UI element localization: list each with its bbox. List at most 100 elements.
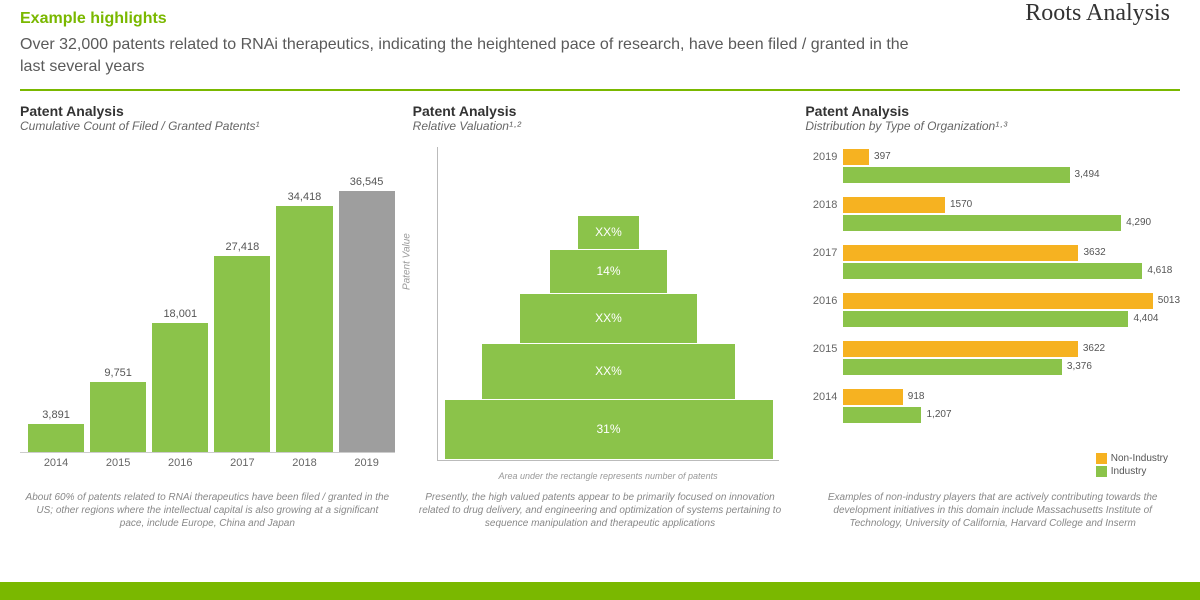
bar-value-label: 18,001 [163, 308, 197, 320]
hbar-track: 4,618 [843, 263, 1180, 279]
hbar-group: 2017 3632 4,618 [805, 245, 1180, 279]
bar-value-label: 9,751 [104, 367, 132, 379]
hbar-row: 4,290 [805, 215, 1180, 231]
panel-caption: Presently, the high valued patents appea… [413, 491, 788, 530]
hbar-value-label: 3622 [1083, 343, 1105, 354]
hbar [843, 215, 1121, 231]
bar-category-label: 2014 [28, 457, 84, 469]
hbar-row: 4,618 [805, 263, 1180, 279]
hbar-value-label: 4,404 [1133, 313, 1158, 324]
hbar-row: 2017 3632 [805, 245, 1180, 261]
hbar [843, 197, 945, 213]
hbar-track: 4,290 [843, 215, 1180, 231]
legend-swatch [1096, 453, 1107, 464]
bar [276, 206, 332, 451]
legend-label: Non-Industry [1111, 453, 1168, 464]
bar-value-label: 34,418 [288, 191, 322, 203]
hbar-track: 1570 [843, 197, 1180, 213]
hbar-category-label: 2018 [805, 199, 843, 211]
pyramid-chart-area: Patent Value XX%14%XX%XX%31% Area under … [413, 143, 788, 483]
bar-column: 27,418 [214, 241, 270, 451]
bar-chart: 3,8919,75118,00127,41834,41836,545 [20, 143, 395, 453]
hbar-track: 4,404 [843, 311, 1180, 327]
panel-relative-valuation: Patent Analysis Relative Valuation¹·² Pa… [413, 103, 788, 530]
hbar-value-label: 3632 [1083, 247, 1105, 258]
bar-chart-area: 3,8919,75118,00127,41834,41836,545 20142… [20, 143, 395, 483]
panel-title: Patent Analysis [20, 103, 395, 119]
panels-row: Patent Analysis Cumulative Count of File… [20, 103, 1180, 530]
bar-value-label: 27,418 [226, 241, 260, 253]
hbar-value-label: 4,618 [1147, 265, 1172, 276]
bar [214, 256, 270, 451]
hbar-chart: 20193973,494201815704,290201736324,61820… [805, 143, 1180, 483]
bar-category-label: 2017 [214, 457, 270, 469]
bar-category-label: 2019 [339, 457, 395, 469]
bar-column: 18,001 [152, 308, 208, 451]
section-header: Example highlights [20, 10, 1180, 28]
divider [20, 89, 1180, 91]
hbar [843, 293, 1152, 309]
hbar-track: 3,494 [843, 167, 1180, 183]
hbar-group: 2015 3622 3,376 [805, 341, 1180, 375]
hbar-category-label: 2014 [805, 391, 843, 403]
hbar-group: 2016 50134,404 [805, 293, 1180, 327]
hbar-chart-area: 20193973,494201815704,290201736324,61820… [805, 143, 1180, 483]
bar [90, 382, 146, 452]
hbar-value-label: 1570 [950, 199, 972, 210]
pyramid-step: XX% [482, 344, 735, 400]
hbar-group: 20149181,207 [805, 389, 1180, 423]
panel-distribution-orgtype: Patent Analysis Distribution by Type of … [805, 103, 1180, 530]
hbar-category-label: 2016 [805, 295, 843, 307]
hbar-row: 2019397 [805, 149, 1180, 165]
pyramid-step: 14% [550, 250, 666, 294]
hbar [843, 389, 902, 405]
bar [339, 191, 395, 452]
y-axis-label: Patent Value [401, 233, 412, 290]
bar-column: 34,418 [276, 191, 332, 451]
legend: Non-Industry Industry [1096, 451, 1168, 477]
hbar-category-label: 2017 [805, 247, 843, 259]
hbar-value-label: 4,290 [1126, 217, 1151, 228]
hbar-value-label: 3,376 [1067, 361, 1092, 372]
pyramid-step: 31% [445, 400, 773, 460]
hbar-track: 3,376 [843, 359, 1180, 375]
legend-label: Industry [1111, 466, 1147, 477]
hbar [843, 359, 1062, 375]
hbar-row: 4,404 [805, 311, 1180, 327]
panel-title: Patent Analysis [805, 103, 1180, 119]
hbar [843, 245, 1078, 261]
bar-value-label: 3,891 [42, 409, 70, 421]
hbar-value-label: 3,494 [1075, 169, 1100, 180]
hbar-row: 2015 3622 [805, 341, 1180, 357]
panel-subtitle: Cumulative Count of Filed / Granted Pate… [20, 119, 395, 133]
hbar-category-label: 2015 [805, 343, 843, 355]
panel-caption: About 60% of patents related to RNAi the… [20, 491, 395, 530]
hbar [843, 149, 869, 165]
bar-column: 9,751 [90, 367, 146, 452]
hbar-track: 5013 [843, 293, 1180, 309]
hbar [843, 167, 1069, 183]
hbar-row: 2018 1570 [805, 197, 1180, 213]
brand-logo: Roots Analysis [1025, 0, 1170, 27]
panel-cumulative-count: Patent Analysis Cumulative Count of File… [20, 103, 395, 530]
panel-subtitle: Distribution by Type of Organization¹·³ [805, 119, 1180, 133]
page-subtitle: Over 32,000 patents related to RNAi ther… [20, 34, 1180, 79]
hbar-value-label: 397 [874, 151, 891, 162]
hbar [843, 311, 1128, 327]
hbar-value-label: 5013 [1158, 295, 1180, 306]
hbar-track: 3622 [843, 341, 1180, 357]
hbar-row: 3,376 [805, 359, 1180, 375]
bar-xaxis: 201420152016201720182019 [20, 457, 395, 469]
pyramid-chart: XX%14%XX%XX%31% [437, 147, 780, 461]
panel-subtitle: Relative Valuation¹·² [413, 119, 788, 133]
hbar [843, 341, 1078, 357]
hbar-row: 1,207 [805, 407, 1180, 423]
bar-category-label: 2016 [152, 457, 208, 469]
hbar-group: 2019397 3,494 [805, 149, 1180, 183]
hbar-group: 2018 1570 4,290 [805, 197, 1180, 231]
bar [28, 424, 84, 452]
legend-item: Industry [1096, 466, 1168, 477]
legend-item: Non-Industry [1096, 453, 1168, 464]
x-axis-label: Area under the rectangle represents numb… [437, 471, 780, 481]
bar [152, 323, 208, 451]
